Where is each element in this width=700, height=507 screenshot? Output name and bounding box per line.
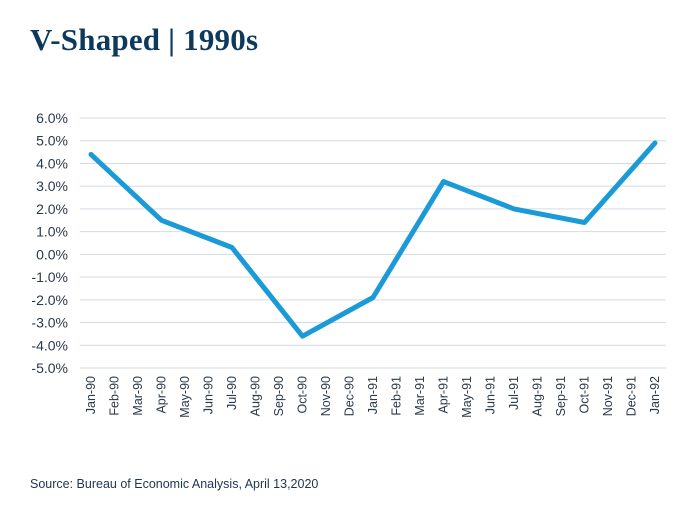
series-line [88, 140, 658, 339]
x-tick-label: Jan-92 [648, 376, 662, 414]
y-tick-label: 4.0% [36, 155, 68, 171]
x-tick-label: Dec-90 [343, 376, 357, 416]
x-tick-label: Jan-90 [84, 376, 98, 414]
x-tick-label: Mar-91 [413, 376, 427, 416]
x-tick-label: Sep-90 [272, 376, 286, 416]
x-tick-label: May-91 [460, 376, 474, 418]
x-tick-label: Jul-90 [225, 376, 239, 410]
y-tick-label: -5.0% [31, 360, 68, 376]
y-tick-label: -3.0% [31, 315, 68, 331]
x-tick-label: Nov-90 [319, 376, 333, 416]
x-tick-label: Aug-91 [531, 376, 545, 416]
x-tick-label: Apr-91 [437, 376, 451, 414]
y-tick-label: 3.0% [36, 178, 68, 194]
y-tick-label: -4.0% [31, 337, 68, 353]
x-tick-label: Apr-90 [155, 376, 169, 414]
x-tick-label: Jan-91 [366, 376, 380, 414]
x-tick-label: Jun-91 [484, 376, 498, 414]
y-tick-label: 5.0% [36, 133, 68, 149]
x-tick-label: Sep-91 [554, 376, 568, 416]
y-tick-label: -2.0% [31, 292, 68, 308]
x-tick-label: Oct-90 [296, 376, 310, 414]
x-tick-label: Dec-91 [625, 376, 639, 416]
x-tick-label: Oct-91 [578, 376, 592, 414]
y-tick-label: 6.0% [36, 110, 68, 126]
x-tick-label: Jul-91 [507, 376, 521, 410]
chart-title: V-Shaped | 1990s [30, 22, 259, 57]
x-tick-label: Feb-90 [108, 376, 122, 416]
x-tick-label: Jun-90 [202, 376, 216, 414]
x-tick-label: Mar-90 [131, 376, 145, 416]
y-tick-label: 2.0% [36, 201, 68, 217]
source-note: Source: Bureau of Economic Analysis, Apr… [30, 477, 319, 491]
x-tick-label: Feb-91 [390, 376, 404, 416]
x-tick-label: Nov-91 [601, 376, 615, 416]
x-tick-label: Aug-90 [249, 376, 263, 416]
y-tick-label: 1.0% [36, 224, 68, 240]
x-tick-label: May-90 [178, 376, 192, 418]
y-tick-label: 0.0% [36, 246, 68, 262]
y-tick-label: -1.0% [31, 269, 68, 285]
